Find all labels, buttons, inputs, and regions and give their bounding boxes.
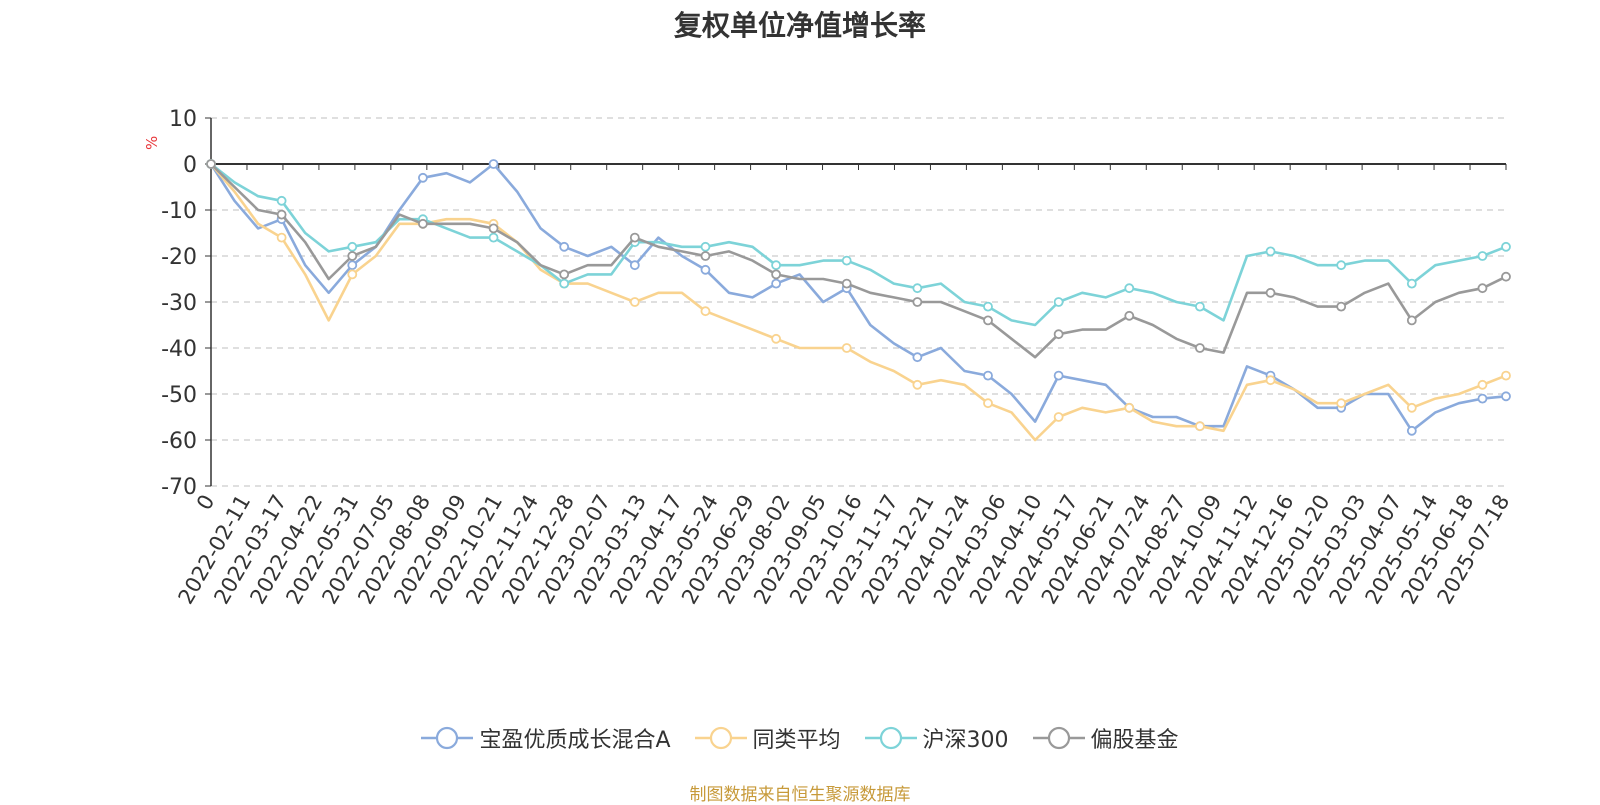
y-tick-label-5: -40 <box>161 337 197 362</box>
x-tick-label-0: 0 <box>192 491 219 515</box>
y-tick-label-1: 0 <box>183 153 197 178</box>
series-3-point-30 <box>912 297 923 307</box>
series-3-point-42 <box>1195 343 1205 353</box>
series-2-point-39 <box>1124 283 1135 294</box>
series-0-point-36 <box>1053 370 1064 381</box>
legend-label-0: 宝盈优质成长混合A <box>479 728 671 753</box>
series-2-point-45 <box>1265 246 1276 257</box>
series-3-point-39 <box>1124 310 1135 321</box>
legend-swatch-3 <box>1032 726 1085 750</box>
series-1-point-30 <box>912 379 923 390</box>
series-3-point-9 <box>418 218 428 229</box>
legend-label-1: 同类平均 <box>752 728 841 753</box>
series-2-point-12 <box>488 232 499 243</box>
y-tick-label-7: -60 <box>161 429 197 454</box>
series-line-2 <box>210 162 1507 327</box>
series-3-point-21 <box>700 251 711 261</box>
series-2-point-55 <box>1501 241 1511 252</box>
y-tick-label-2: -10 <box>161 199 197 224</box>
series-3-point-33 <box>983 315 993 326</box>
y-tick-label-0: 10 <box>169 107 197 132</box>
legend-label-3: 偏股基金 <box>1090 728 1179 753</box>
series-2-point-3 <box>276 195 287 206</box>
series-3-point-48 <box>1336 301 1347 312</box>
series-3-point-3 <box>276 209 287 220</box>
series-0-point-18 <box>629 260 640 271</box>
y-axis-unit: % <box>143 135 161 150</box>
legend-swatch-1 <box>694 726 747 750</box>
series-line-3 <box>210 163 1507 359</box>
series-2-point-33 <box>983 301 993 312</box>
series-1-point-27 <box>841 343 852 353</box>
series-0-point-15 <box>559 241 570 252</box>
series-1-point-3 <box>276 232 287 243</box>
series-1-point-55 <box>1501 370 1511 381</box>
series-2-point-15 <box>559 278 570 289</box>
series-0-point-12 <box>488 159 499 169</box>
series-2-point-21 <box>700 241 711 252</box>
series-0-point-55 <box>1501 391 1511 402</box>
series-3-point-6 <box>347 251 358 261</box>
series-2-point-51 <box>1406 278 1417 289</box>
series-0-point-6 <box>347 260 358 271</box>
series-3-point-27 <box>841 278 852 289</box>
series-3-point-54 <box>1477 283 1488 294</box>
series-2-point-36 <box>1053 297 1064 307</box>
series-0-point-33 <box>983 370 993 381</box>
series-1-point-39 <box>1124 402 1135 413</box>
legend-swatch-2 <box>864 726 917 750</box>
legend-label-2: 沪深300 <box>922 728 1009 753</box>
series-1-point-18 <box>629 297 640 307</box>
series-2-point-54 <box>1477 251 1488 261</box>
series-1-point-6 <box>347 269 358 280</box>
legend-item-1[interactable]: 同类平均 <box>694 722 841 754</box>
series-2-point-30 <box>912 283 923 294</box>
series-0-point-21 <box>700 264 711 275</box>
data-source-note: 制图数据来自恒生聚源数据库 <box>689 785 911 805</box>
series-line-0 <box>209 162 1507 433</box>
series-3-point-18 <box>629 232 640 243</box>
legend-item-3[interactable]: 偏股基金 <box>1032 722 1179 754</box>
series-1-point-21 <box>700 306 711 317</box>
series-3-point-51 <box>1406 315 1417 326</box>
series-2-point-48 <box>1336 260 1347 271</box>
series-1-point-42 <box>1195 421 1205 432</box>
series-3-point-45 <box>1265 287 1276 298</box>
series-3-point-24 <box>771 269 781 280</box>
series-1-point-36 <box>1053 412 1064 422</box>
series-3-point-55 <box>1501 271 1511 282</box>
series-1-point-51 <box>1406 402 1417 413</box>
series-3-point-36 <box>1053 329 1064 340</box>
chart-title: 复权单位净值增长率 <box>673 9 926 42</box>
series-1-point-45 <box>1265 375 1276 386</box>
y-tick-label-8: -70 <box>161 475 197 500</box>
legend-item-2[interactable]: 沪深300 <box>864 722 1009 754</box>
series-3-point-12 <box>488 223 499 234</box>
series-3-point-15 <box>559 269 570 280</box>
series-1-point-48 <box>1336 398 1347 409</box>
series-0-point-51 <box>1406 425 1417 436</box>
series-3-point-0 <box>206 159 216 169</box>
series-2-point-6 <box>347 241 358 252</box>
series-1-point-54 <box>1477 379 1488 390</box>
series-0-point-9 <box>418 172 428 183</box>
series-1-point-33 <box>983 398 993 409</box>
y-tick-label-3: -20 <box>161 245 197 270</box>
chart-legend: 宝盈优质成长混合A 同类平均 沪深300 偏股基金 <box>0 722 1600 754</box>
series-2-point-24 <box>771 260 781 271</box>
legend-item-0[interactable]: 宝盈优质成长混合A <box>421 722 671 754</box>
series-0-point-24 <box>771 278 781 289</box>
series-2-point-42 <box>1195 301 1205 312</box>
y-tick-label-6: -50 <box>161 383 197 408</box>
y-tick-label-4: -30 <box>161 291 197 316</box>
series-1-point-24 <box>771 333 781 344</box>
legend-swatch-0 <box>421 726 474 750</box>
series-2-point-27 <box>841 255 852 266</box>
series-0-point-30 <box>912 352 923 363</box>
series-0-point-54 <box>1477 393 1488 404</box>
